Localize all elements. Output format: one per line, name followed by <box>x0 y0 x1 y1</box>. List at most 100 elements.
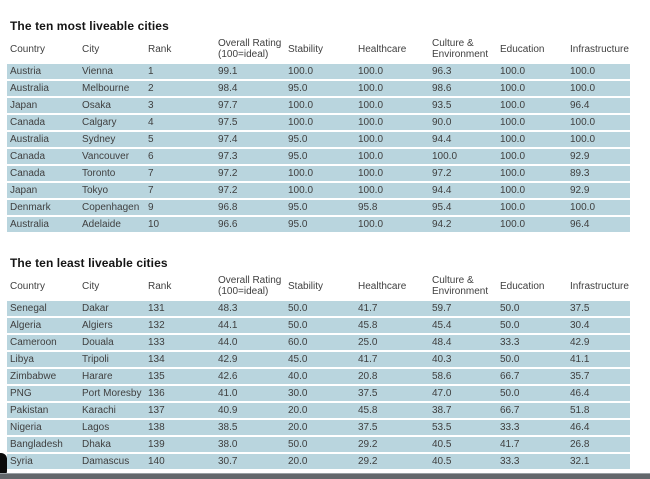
table-cell: 45.0 <box>285 351 355 369</box>
table-cell: 100.0 <box>497 182 567 200</box>
table-cell: 42.6 <box>215 368 285 386</box>
table-cell: 41.1 <box>567 351 630 369</box>
table-cell: 66.7 <box>497 402 567 420</box>
table-cell: 100.0 <box>497 216 567 234</box>
table-cell: 100.0 <box>285 182 355 200</box>
table-cell: Australia <box>7 131 79 149</box>
table-cell: Harare <box>79 368 145 386</box>
table-cell: 4 <box>145 114 215 132</box>
table-row: Canada Calgary 4 97.5 100.0 100.0 90.0 100.0 100… <box>7 114 630 132</box>
table-cell: 100.0 <box>497 80 567 98</box>
column-header: Education <box>500 43 545 55</box>
table-cell: 20.0 <box>285 453 355 471</box>
column-header: Healthcare <box>358 280 407 292</box>
column-header: Infrastructure <box>570 280 629 292</box>
table-cell: 94.4 <box>429 131 497 149</box>
table-cell: 100.0 <box>285 64 355 81</box>
table-cell: 89.3 <box>567 165 630 183</box>
table-cell: 96.6 <box>215 216 285 234</box>
column-header: Country <box>10 43 46 55</box>
table-row: Canada Toronto 7 97.2 100.0 100.0 97.2 100.0 89.… <box>7 165 630 183</box>
table-cell: Canada <box>7 165 79 183</box>
column-header: Overall Rating (100=ideal) <box>218 38 282 60</box>
table-cell: 138 <box>145 419 215 437</box>
table-cell: 32.1 <box>567 453 630 471</box>
table-cell: 30.7 <box>215 453 285 471</box>
table-cell: 100.0 <box>497 97 567 115</box>
table-cell: 100.0 <box>355 131 429 149</box>
table-cell: 37.5 <box>355 419 429 437</box>
table-cell: Senegal <box>7 301 79 318</box>
table-cell: 48.4 <box>429 334 497 352</box>
table-row: Pakistan Karachi 137 40.9 20.0 45.8 38.7 66.7 51… <box>7 402 630 420</box>
table-cell: 100.0 <box>355 216 429 234</box>
table-row: Libya Tripoli 134 42.9 45.0 41.7 40.3 50.0 41.1 <box>7 351 630 369</box>
table-cell: 46.4 <box>567 385 630 403</box>
most-liveable-section: The ten most liveable cities Country City… <box>7 19 650 234</box>
table-row: Canada Vancouver 6 97.3 95.0 100.0 100.0 100.0 9… <box>7 148 630 166</box>
table-cell: Zimbabwe <box>7 368 79 386</box>
table-row: Bangladesh Dhaka 139 38.0 50.0 29.2 40.5 41.7 26… <box>7 436 630 454</box>
table-cell: Karachi <box>79 402 145 420</box>
table-cell: 100.0 <box>497 114 567 132</box>
table-cell: Tokyo <box>79 182 145 200</box>
table-cell: 50.0 <box>497 351 567 369</box>
table-cell: 95.4 <box>429 199 497 217</box>
table-cell: 40.9 <box>215 402 285 420</box>
table-row: Senegal Dakar 131 48.3 50.0 41.7 59.7 50.0 37.5 <box>7 301 630 318</box>
table-cell: Vancouver <box>79 148 145 166</box>
most-liveable-table: Country City Rank Overall Rating (100=ideal… <box>7 35 630 234</box>
table-cell: Pakistan <box>7 402 79 420</box>
table-cell: Sydney <box>79 131 145 149</box>
column-header: Country <box>10 280 46 292</box>
table-row: Australia Melbourne 2 98.4 95.0 100.0 98.6 100.… <box>7 80 630 98</box>
table-cell: 98.6 <box>429 80 497 98</box>
table-cell: 95.0 <box>285 80 355 98</box>
table-cell: 3 <box>145 97 215 115</box>
table-cell: Damascus <box>79 453 145 471</box>
table-cell: 97.3 <box>215 148 285 166</box>
table-cell: 100.0 <box>285 114 355 132</box>
table-cell: Japan <box>7 97 79 115</box>
table-cell: 132 <box>145 317 215 335</box>
table-cell: 100.0 <box>355 182 429 200</box>
table-row: Japan Tokyo 7 97.2 100.0 100.0 94.4 100.0 92.9 <box>7 182 630 200</box>
table-cell: 5 <box>145 131 215 149</box>
table-cell: 20.0 <box>285 419 355 437</box>
table-cell: 59.7 <box>429 301 497 318</box>
table-cell: 96.8 <box>215 199 285 217</box>
least-liveable-section: The ten least liveable cities Country Cit… <box>7 256 650 471</box>
table-cell: 50.0 <box>497 317 567 335</box>
table-cell: 41.7 <box>355 301 429 318</box>
table-cell: 96.4 <box>567 216 630 234</box>
table-cell: 44.1 <box>215 317 285 335</box>
table-cell: 29.2 <box>355 436 429 454</box>
header-row: Country City Rank Overall Rating (100=ideal… <box>7 35 630 64</box>
table-cell: 26.8 <box>567 436 630 454</box>
section-title-least-liveable: The ten least liveable cities <box>10 256 168 270</box>
table-row: Australia Adelaide 10 96.6 95.0 100.0 94.2 100.… <box>7 216 630 234</box>
table-cell: 134 <box>145 351 215 369</box>
table-cell: 9 <box>145 199 215 217</box>
table-row: Algeria Algiers 132 44.1 50.0 45.8 45.4 50.0 30.… <box>7 317 630 335</box>
table-cell: 95.0 <box>285 131 355 149</box>
table-cell: 100.0 <box>567 114 630 132</box>
table-cell: Japan <box>7 182 79 200</box>
table-cell: 30.4 <box>567 317 630 335</box>
table-cell: 93.5 <box>429 97 497 115</box>
table-cell: 100.0 <box>355 97 429 115</box>
table-cell: 38.7 <box>429 402 497 420</box>
table-cell: 90.0 <box>429 114 497 132</box>
table-cell: 41.7 <box>355 351 429 369</box>
table-cell: 40.5 <box>429 453 497 471</box>
table-cell: 41.0 <box>215 385 285 403</box>
table-cell: 92.9 <box>567 182 630 200</box>
table-cell: 7 <box>145 165 215 183</box>
table-cell: Syria <box>7 453 79 471</box>
table-cell: Cameroon <box>7 334 79 352</box>
table-cell: 47.0 <box>429 385 497 403</box>
column-header: City <box>82 43 100 55</box>
table-cell: Douala <box>79 334 145 352</box>
table-cell: 100.0 <box>429 148 497 166</box>
table-cell: 33.3 <box>497 334 567 352</box>
